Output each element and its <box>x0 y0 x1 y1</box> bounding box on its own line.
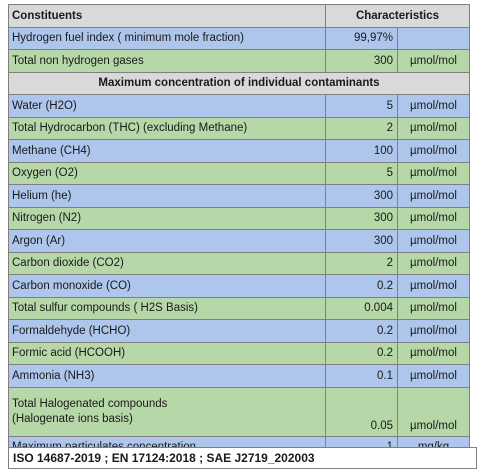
row-name: Carbon monoxide (CO) <box>8 274 326 298</box>
table-row: Total Halogenated compounds (Halogenate i… <box>8 386 470 437</box>
row-value: 0.004 <box>325 296 398 320</box>
table-row: Hydrogen fuel index ( minimum mole fract… <box>8 26 470 50</box>
row-name: Hydrogen fuel index ( minimum mole fract… <box>8 26 326 50</box>
row-value: 0.2 <box>325 319 398 343</box>
spec-table-container: Constituents Characteristics Hydrogen fu… <box>8 4 470 459</box>
row-value: 0.2 <box>325 274 398 298</box>
row-unit: µmol/mol <box>397 206 470 230</box>
row-name: Total non hydrogen gases <box>8 49 326 73</box>
row-name: Argon (Ar) <box>8 229 326 253</box>
row-unit: µmol/mol <box>397 341 470 365</box>
table-row: Nitrogen (N2) 300 µmol/mol <box>8 206 470 230</box>
section-header-row: Maximum concentration of individual cont… <box>8 71 470 95</box>
row-unit: µmol/mol <box>397 49 470 73</box>
table-row: Water (H2O) 5 µmol/mol <box>8 94 470 118</box>
table-header-row: Constituents Characteristics <box>8 4 470 28</box>
row-unit: µmol/mol <box>397 296 470 320</box>
row-unit: µmol/mol <box>397 274 470 298</box>
row-unit: µmol/mol <box>397 386 470 437</box>
row-name: Formaldehyde (HCHO) <box>8 319 326 343</box>
row-value: 0.05 <box>325 386 398 437</box>
row-name: Carbon dioxide (CO2) <box>8 251 326 275</box>
section-title: Maximum concentration of individual cont… <box>8 71 470 95</box>
row-unit: µmol/mol <box>397 364 470 388</box>
row-unit: µmol/mol <box>397 161 470 185</box>
row-unit: µmol/mol <box>397 319 470 343</box>
row-value: 99,97% <box>325 26 398 50</box>
table-row: Total sulfur compounds ( H2S Basis) 0.004… <box>8 296 470 320</box>
hydrogen-spec-table: Constituents Characteristics Hydrogen fu… <box>8 4 470 459</box>
row-value: 0.2 <box>325 341 398 365</box>
table-row: Oxygen (O2) 5 µmol/mol <box>8 161 470 185</box>
row-unit: µmol/mol <box>397 94 470 118</box>
table-row: Formic acid (HCOOH) 0.2 µmol/mol <box>8 341 470 365</box>
row-value: 300 <box>325 229 398 253</box>
table-row: Formaldehyde (HCHO) 0.2 µmol/mol <box>8 319 470 343</box>
row-name: Total Halogenated compounds (Halogenate i… <box>8 386 326 437</box>
row-value: 300 <box>325 206 398 230</box>
row-name: Helium (he) <box>8 184 326 208</box>
table-row: Ammonia (NH3) 0.1 µmol/mol <box>8 364 470 388</box>
row-value: 2 <box>325 116 398 140</box>
row-unit: µmol/mol <box>397 116 470 140</box>
table-row: Carbon dioxide (CO2) 2 µmol/mol <box>8 251 470 275</box>
header-characteristics: Characteristics <box>325 4 470 28</box>
row-name: Total Hydrocarbon (THC) (excluding Metha… <box>8 116 326 140</box>
row-name: Ammonia (NH3) <box>8 364 326 388</box>
row-name: Total sulfur compounds ( H2S Basis) <box>8 296 326 320</box>
row-unit: µmol/mol <box>397 184 470 208</box>
row-name: Oxygen (O2) <box>8 161 326 185</box>
row-name: Water (H2O) <box>8 94 326 118</box>
row-name: Formic acid (HCOOH) <box>8 341 326 365</box>
row-unit <box>397 26 470 50</box>
table-row: Argon (Ar) 300 µmol/mol <box>8 229 470 253</box>
row-value: 5 <box>325 161 398 185</box>
row-value: 300 <box>325 184 398 208</box>
row-value: 0.1 <box>325 364 398 388</box>
row-unit: µmol/mol <box>397 229 470 253</box>
table-row: Total Hydrocarbon (THC) (excluding Metha… <box>8 116 470 140</box>
row-value: 300 <box>325 49 398 73</box>
spec-table-body: Constituents Characteristics Hydrogen fu… <box>8 4 470 459</box>
row-name: Methane (CH4) <box>8 139 326 163</box>
table-row: Total non hydrogen gases 300 µmol/mol <box>8 49 470 73</box>
table-row: Methane (CH4) 100 µmol/mol <box>8 139 470 163</box>
row-name: Nitrogen (N2) <box>8 206 326 230</box>
table-row: Carbon monoxide (CO) 0.2 µmol/mol <box>8 274 470 298</box>
row-value: 100 <box>325 139 398 163</box>
table-row: Helium (he) 300 µmol/mol <box>8 184 470 208</box>
row-value: 2 <box>325 251 398 275</box>
row-value: 5 <box>325 94 398 118</box>
header-constituents: Constituents <box>8 4 326 28</box>
row-unit: µmol/mol <box>397 251 470 275</box>
standards-footer: ISO 14687-2019 ; EN 17124:2018 ; SAE J27… <box>8 447 477 469</box>
row-unit: µmol/mol <box>397 139 470 163</box>
